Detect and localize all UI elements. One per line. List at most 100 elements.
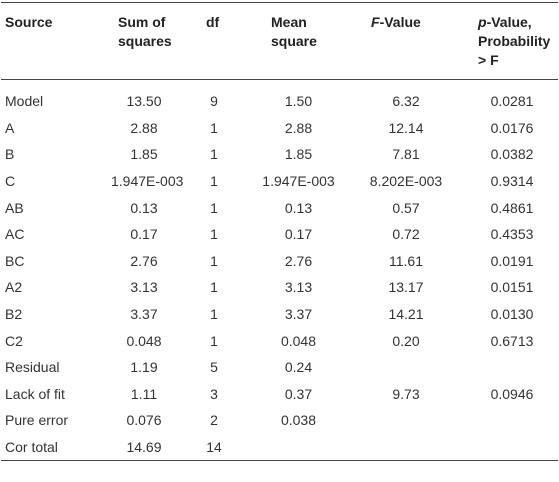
- table-cell: 3.13: [284, 279, 313, 296]
- row-label: A: [5, 119, 15, 136]
- table-cell: 1.85: [130, 146, 158, 163]
- table-row: BC 2.76 1 2.76 11.61 0.0191: [1, 248, 558, 275]
- table-body: Model 13.50 9 1.50 6.32 0.0281 A 2.88 1 2.88 12.14…: [1, 80, 558, 461]
- table-cell: 0.4353: [490, 226, 534, 243]
- table-cell: 1: [210, 226, 218, 243]
- header-cell: Sum of squares: [118, 14, 172, 49]
- table-cell: 13.50: [126, 93, 162, 110]
- table-cell: 1.85: [284, 146, 313, 163]
- table-row: AC 0.17 1 0.17 0.72 0.4353: [1, 221, 558, 248]
- table-cell: 0.9314: [490, 173, 534, 190]
- table-cell: 1.50: [284, 93, 313, 110]
- table-cell: 0.6713: [490, 332, 534, 349]
- table-row: Pure error 0.076 2 0.038: [1, 407, 558, 434]
- empty-cell: [466, 434, 558, 461]
- table-cell: 1.947E-003: [262, 173, 335, 190]
- table-cell: 1: [210, 173, 218, 190]
- table-cell: 3: [210, 385, 218, 402]
- anova-table: Source Sum of squares df Mean square F-Value…: [1, 2, 558, 461]
- header-cell: Mean square: [271, 14, 317, 49]
- row-label: Residual: [5, 359, 60, 376]
- table-cell: 7.81: [392, 146, 420, 163]
- table-cell: 1: [210, 146, 218, 163]
- table-cell: 3.13: [130, 279, 158, 296]
- table-cell: 2.88: [284, 119, 313, 136]
- table-row: Model 13.50 9 1.50 6.32 0.0281: [1, 80, 558, 115]
- table-cell: 9.73: [392, 385, 420, 402]
- table-cell: 3.37: [284, 306, 313, 323]
- table-cell: 14.69: [126, 439, 162, 456]
- table-row: B2 3.37 1 3.37 14.21 0.0130: [1, 301, 558, 328]
- row-label: A2: [5, 279, 23, 296]
- row-label: Pure error: [5, 412, 69, 429]
- table-cell: 0.13: [284, 199, 313, 216]
- table-cell: 9: [210, 93, 218, 110]
- row-label: Model: [5, 93, 44, 110]
- table-cell: 0.17: [130, 226, 158, 243]
- table-cell: 8.202E-003: [369, 173, 443, 190]
- table-cell: 0.0281: [490, 93, 534, 110]
- row-label: AB: [5, 199, 24, 216]
- header-cell: p-Value, Probability > F: [478, 14, 551, 68]
- table-cell: 1: [210, 119, 218, 136]
- table-cell: 14: [206, 439, 222, 456]
- table-row: A2 3.13 1 3.13 13.17 0.0151: [1, 274, 558, 301]
- table-cell: 0.038: [280, 412, 317, 429]
- row-label: BC: [5, 252, 25, 269]
- row-label: C2: [5, 332, 23, 349]
- table-cell: 1.947E-003: [111, 173, 184, 190]
- table-cell: 14.21: [388, 306, 424, 323]
- empty-cell: [346, 354, 466, 381]
- table-cell: 1: [210, 279, 218, 296]
- row-label: AC: [5, 226, 25, 243]
- row-label: B2: [5, 306, 23, 323]
- table-cell: 1.11: [130, 385, 158, 402]
- empty-cell: [466, 407, 558, 434]
- table-cell: 2.76: [130, 252, 158, 269]
- header-cell: F-Value: [371, 14, 421, 30]
- table-cell: 0.13: [130, 199, 158, 216]
- table-cell: 2.76: [284, 252, 313, 269]
- table-cell: 0.0130: [490, 306, 534, 323]
- table-cell: 11.61: [389, 252, 423, 269]
- table-cell: 0.0946: [490, 385, 534, 402]
- table-cell: 0.0151: [490, 279, 534, 296]
- table-cell: 0.0191: [490, 252, 534, 269]
- row-label: Cor total: [5, 439, 58, 456]
- empty-cell: [251, 434, 346, 461]
- table-cell: 0.37: [284, 385, 313, 402]
- table-cell: 0.4861: [490, 199, 534, 216]
- table-cell: 0.17: [284, 226, 313, 243]
- table-cell: 0.076: [126, 412, 162, 429]
- empty-cell: [346, 407, 466, 434]
- table-cell: 0.0382: [490, 146, 534, 163]
- table-row: A 2.88 1 2.88 12.14 0.0176: [1, 115, 558, 142]
- table-cell: 1: [210, 199, 218, 216]
- empty-cell: [346, 434, 466, 461]
- table-cell: 12.14: [388, 119, 424, 136]
- table-cell: 0.20: [392, 332, 420, 349]
- table-cell: 2: [210, 412, 218, 429]
- table-cell: 13.17: [388, 279, 424, 296]
- table-cell: 3.37: [130, 306, 158, 323]
- header-row: Source Sum of squares df Mean square F-Value…: [1, 2, 558, 80]
- table-cell: 1: [210, 252, 218, 269]
- table-cell: 0.048: [126, 332, 162, 349]
- table-cell: 2.88: [130, 119, 158, 136]
- table-row: AB 0.13 1 0.13 0.57 0.4861: [1, 194, 558, 221]
- table-row: Residual 1.19 5 0.24: [1, 354, 558, 381]
- table-row: C 1.947E-003 1 1.947E-003 8.202E-003 0.9314: [1, 168, 558, 195]
- table-cell: 0.57: [392, 199, 420, 216]
- table-cell: 6.32: [392, 93, 420, 110]
- row-label: C: [5, 173, 16, 190]
- table-row: Cor total 14.69 14: [1, 434, 558, 461]
- table-row: Lack of fit 1.11 3 0.37 9.73 0.0946: [1, 381, 558, 408]
- row-label: Lack of fit: [5, 385, 65, 402]
- table-row: C2 0.048 1 0.048 0.20 0.6713: [1, 327, 558, 354]
- table-cell: 5: [210, 359, 218, 376]
- table-cell: 0.72: [392, 226, 420, 243]
- table-cell: 0.24: [284, 359, 313, 376]
- table-cell: 0.048: [280, 332, 317, 349]
- table-cell: 1.19: [130, 359, 158, 376]
- empty-cell: [466, 354, 558, 381]
